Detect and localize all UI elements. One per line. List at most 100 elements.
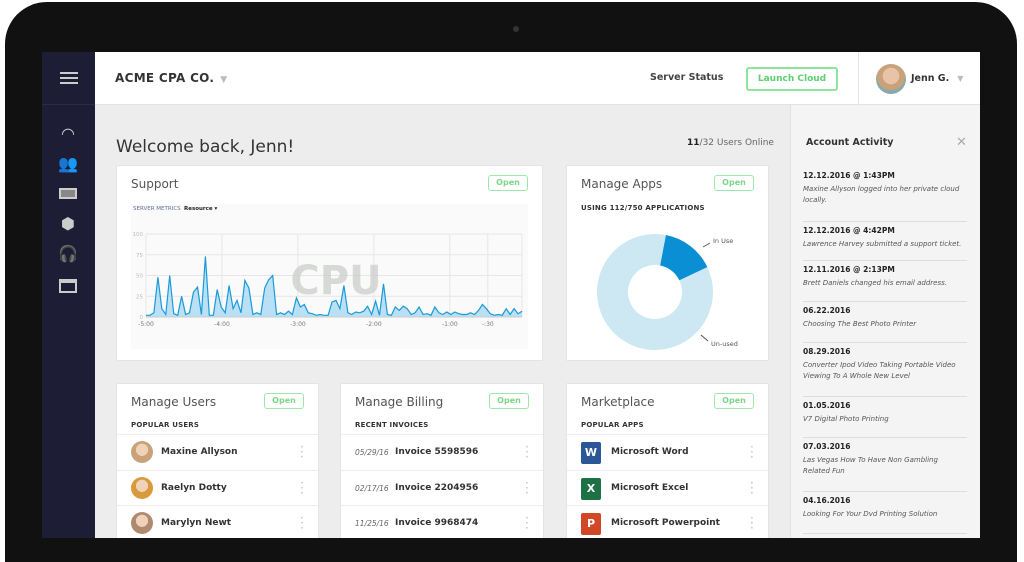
activity-date: 12.12.2016 @ 4:42PM xyxy=(803,226,895,235)
x-tick-label: -1:00 xyxy=(442,321,458,328)
user-avatar[interactable] xyxy=(876,64,906,94)
user-row[interactable]: Marylyn Newt · · · xyxy=(117,505,318,538)
more-options-icon[interactable]: · · · xyxy=(525,511,529,535)
activity-date: 12.12.2016 @ 1:43PM xyxy=(803,171,895,180)
more-options-icon[interactable]: · · · xyxy=(300,511,304,535)
activity-item[interactable]: 01.05.2016 V7 Digital Photo Printing xyxy=(803,401,967,438)
activity-text: Maxine Allyson logged into her private c… xyxy=(803,185,960,204)
x-tick-label: -3:00 xyxy=(290,321,306,328)
activity-date: 04.16.2016 xyxy=(803,496,851,505)
section-label: POPULAR APPS xyxy=(581,421,644,429)
marketplace-store-icon[interactable] xyxy=(56,276,80,296)
invoice-date: 05/29/16 xyxy=(355,448,389,457)
more-options-icon[interactable]: · · · xyxy=(525,476,529,500)
activity-date: 01.05.2016 xyxy=(803,401,851,410)
invoice-row[interactable]: 05/29/16 Invoice 5598596 · · · xyxy=(341,434,543,470)
more-options-icon[interactable]: · · · xyxy=(525,440,529,464)
invoice-date: 11/25/16 xyxy=(355,519,389,528)
open-button[interactable]: Open xyxy=(264,393,304,409)
chevron-down-icon: ▼ xyxy=(220,75,228,85)
users-online-label: /32 Users Online xyxy=(699,138,774,148)
avatar xyxy=(131,477,153,499)
marketplace-card: Marketplace Open POPULAR APPS W Microsoft… xyxy=(566,383,769,538)
activity-text: Choosing The Best Photo Printer xyxy=(803,320,917,328)
manage-apps-card: Manage Apps Open USING 112/750 APPLICATI… xyxy=(566,165,769,361)
activity-item[interactable]: 07.03.2016 Las Vegas How To Have Non Gamb… xyxy=(803,442,967,492)
hamburger-icon xyxy=(59,69,78,87)
activity-item[interactable]: 12.12.2016 @ 4:42PM Lawrence Harvey submi… xyxy=(803,226,967,261)
activity-date: 06.22.2016 xyxy=(803,306,851,315)
user-name: Jenn G. xyxy=(911,73,950,84)
cpu-line xyxy=(146,256,523,317)
invoice-number: Invoice 2204956 xyxy=(395,483,479,493)
activity-item[interactable]: 06.22.2016 Choosing The Best Photo Printe… xyxy=(803,306,967,343)
open-button[interactable]: Open xyxy=(714,175,754,191)
billing-money-icon[interactable] xyxy=(56,184,80,204)
open-button[interactable]: Open xyxy=(488,175,528,191)
more-options-icon[interactable]: · · · xyxy=(750,511,754,535)
card-title: Manage Users xyxy=(131,395,217,409)
invoice-date: 02/17/16 xyxy=(355,484,389,493)
divider xyxy=(858,52,859,105)
apps-boxes-icon[interactable]: ⬢ xyxy=(61,214,75,233)
label-leader xyxy=(702,242,711,248)
activity-item[interactable]: 12.12.2016 @ 1:43PM Maxine Allyson logged… xyxy=(803,171,967,222)
launch-cloud-button[interactable]: Launch Cloud xyxy=(746,67,838,91)
activity-item[interactable]: 12.11.2016 @ 2:13PM Brett Daniels changed… xyxy=(803,265,967,302)
more-options-icon[interactable]: · · · xyxy=(750,440,754,464)
activity-text: Brett Daniels changed his email address. xyxy=(803,279,947,287)
y-tick-label: 100 xyxy=(133,232,144,238)
donut-slice-un-used xyxy=(597,234,713,350)
users-online-count: 11 xyxy=(687,138,700,148)
app-row[interactable]: P Microsoft Powerpoint · · · xyxy=(567,505,768,538)
invoice-row[interactable]: 02/17/16 Invoice 2204956 · · · xyxy=(341,470,543,506)
activity-text: Converter Ipod Video Taking Portable Vid… xyxy=(803,361,956,380)
user-row[interactable]: Raelyn Dotty · · · xyxy=(117,470,318,506)
more-options-icon[interactable]: · · · xyxy=(300,440,304,464)
more-options-icon[interactable]: · · · xyxy=(300,476,304,500)
company-name: ACME CPA CO. xyxy=(115,71,215,85)
open-button[interactable]: Open xyxy=(489,393,529,409)
cpu-watermark: CPU xyxy=(290,258,381,304)
activity-item[interactable]: 04.16.2016 Looking For Your Dvd Printing … xyxy=(803,496,967,534)
users-online: 11/32 Users Online xyxy=(687,138,774,148)
section-label: RECENT INVOICES xyxy=(355,421,429,429)
activity-text: Las Vegas How To Have Non Gambling Relat… xyxy=(803,456,938,475)
close-icon[interactable]: ✕ xyxy=(956,135,967,150)
y-tick-label: 0 xyxy=(140,315,144,321)
apps-donut-chart: In Use Un-used xyxy=(597,234,738,350)
sidebar: ◠ 👥 ⬢ 🎧 xyxy=(42,52,95,538)
in-use-label: In Use xyxy=(713,237,733,245)
invoice-row[interactable]: 11/25/16 Invoice 9968474 · · · xyxy=(341,505,543,538)
manage-users-card: Manage Users Open POPULAR USERS Maxine A… xyxy=(116,383,319,538)
top-bar: ACME CPA CO. ▼ Server Status Launch Cloud… xyxy=(95,52,980,105)
app-name: Microsoft Word xyxy=(611,447,689,457)
activity-date: 12.11.2016 @ 2:13PM xyxy=(803,265,895,274)
card-title: Support xyxy=(131,177,179,191)
app-name: Microsoft Powerpoint xyxy=(611,518,720,528)
user-name: Marylyn Newt xyxy=(161,518,232,528)
label-leader xyxy=(700,334,709,342)
more-options-icon[interactable]: · · · xyxy=(750,476,754,500)
company-selector[interactable]: ACME CPA CO. ▼ xyxy=(115,71,228,85)
app-row[interactable]: W Microsoft Word · · · xyxy=(567,434,768,470)
y-tick-label: 50 xyxy=(136,274,143,280)
app-row[interactable]: X Microsoft Excel · · · xyxy=(567,470,768,506)
user-row[interactable]: Maxine Allyson · · · xyxy=(117,434,318,470)
user-name: Raelyn Dotty xyxy=(161,483,227,493)
cpu-area xyxy=(146,256,522,317)
support-headset-icon[interactable]: 🎧 xyxy=(58,244,78,263)
dashboard-gauge-icon[interactable]: ◠ xyxy=(61,124,75,143)
resource-dropdown[interactable]: Resource ▾ xyxy=(184,206,218,212)
menu-button[interactable] xyxy=(42,52,95,105)
camera xyxy=(513,26,519,32)
open-button[interactable]: Open xyxy=(714,393,754,409)
welcome-heading: Welcome back, Jenn! xyxy=(116,137,295,157)
invoice-number: Invoice 5598596 xyxy=(395,447,479,457)
users-icon[interactable]: 👥 xyxy=(58,154,78,173)
user-menu[interactable]: Jenn G. ▼ xyxy=(911,73,963,84)
server-status-label: Server Status xyxy=(650,72,724,83)
activity-text: Looking For Your Dvd Printing Solution xyxy=(803,510,938,518)
activity-item[interactable]: 08.29.2016 Converter Ipod Video Taking Po… xyxy=(803,347,967,397)
invoice-number: Invoice 9968474 xyxy=(395,518,479,528)
